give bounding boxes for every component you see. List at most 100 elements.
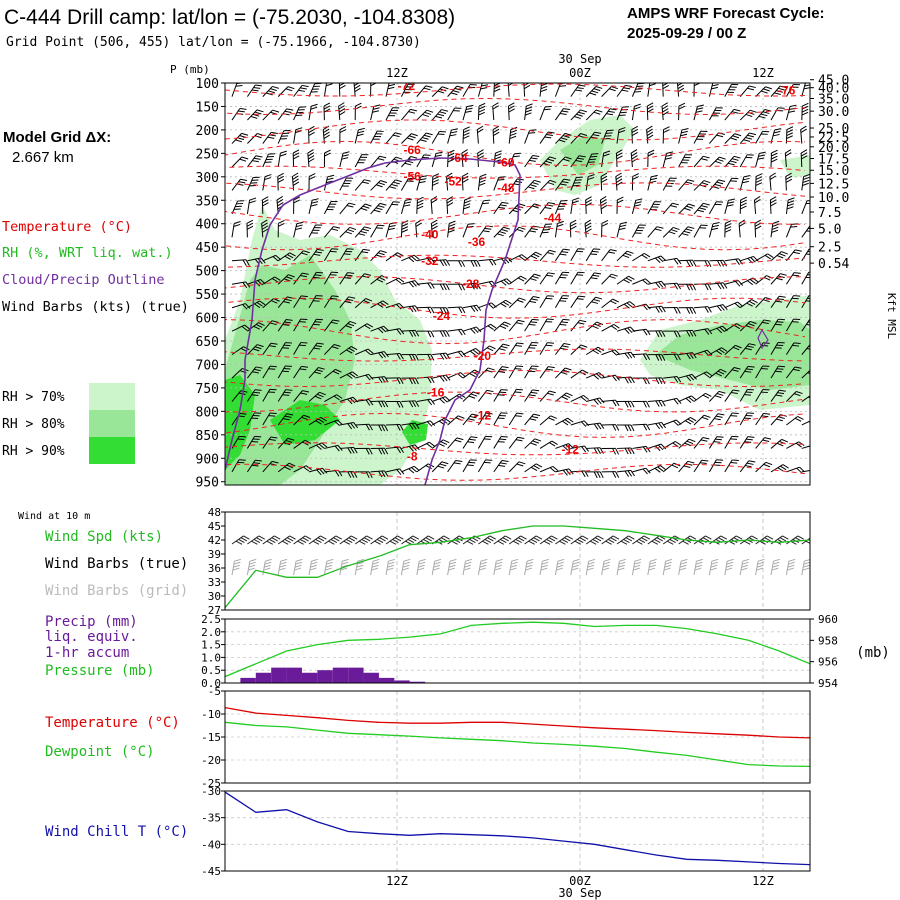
barb-shaft xyxy=(554,223,558,238)
pressure-tick-label: 900 xyxy=(196,452,219,467)
barb-feather xyxy=(617,199,624,204)
isotherm-label: -8 xyxy=(407,450,418,464)
barb-shaft xyxy=(401,254,415,262)
wind-barb xyxy=(400,177,416,191)
wind-barb xyxy=(724,367,741,379)
barb-shaft xyxy=(739,85,750,97)
barb-shaft xyxy=(647,201,655,215)
barb-feather xyxy=(585,222,592,227)
barb-shaft xyxy=(493,278,507,285)
barb-feather xyxy=(731,392,738,394)
wind-barb xyxy=(355,399,374,406)
barb-feather xyxy=(711,561,718,565)
barb-feather xyxy=(471,537,479,542)
barb-shaft xyxy=(293,295,302,308)
barb-feather xyxy=(375,207,383,211)
isotherm xyxy=(225,348,806,362)
barb-feather xyxy=(316,444,322,450)
barb-feather xyxy=(430,330,435,338)
barb-feather xyxy=(484,538,492,544)
barb-feather xyxy=(660,465,666,470)
barb-feather xyxy=(410,537,417,542)
barb-feather xyxy=(642,446,648,453)
wind-barb xyxy=(339,226,357,238)
barb-shaft xyxy=(354,179,365,191)
barb-feather xyxy=(559,540,566,545)
wind-barb xyxy=(524,342,539,355)
barb-feather xyxy=(611,375,617,382)
barb-feather xyxy=(464,197,472,201)
wind-barb xyxy=(632,445,651,453)
barb-feather xyxy=(660,443,667,450)
barb-shaft xyxy=(524,273,535,285)
barb-feather xyxy=(665,157,672,160)
barb-feather xyxy=(645,446,651,453)
barb-feather xyxy=(615,471,620,478)
barb-shaft xyxy=(601,561,605,576)
barb-feather xyxy=(631,155,638,160)
wind-barb xyxy=(755,275,773,285)
wind-barb xyxy=(432,307,450,314)
barb-feather xyxy=(411,330,417,337)
barb-feather xyxy=(548,537,556,542)
barb-feather xyxy=(253,391,261,394)
barb-feather xyxy=(326,177,334,181)
barb-feather xyxy=(725,220,732,224)
barb-shaft xyxy=(262,254,276,262)
barb-shaft xyxy=(554,248,564,262)
barb-feather xyxy=(515,344,523,347)
wind-barb xyxy=(370,155,387,168)
barb-feather xyxy=(747,323,755,327)
barb-shaft xyxy=(801,83,806,97)
barb-feather xyxy=(806,199,810,202)
barb-feather xyxy=(528,540,535,545)
barb-shaft xyxy=(446,199,449,214)
barb-feather xyxy=(399,424,404,431)
barb-feather xyxy=(277,178,285,183)
barb-feather xyxy=(547,131,555,134)
barb-feather xyxy=(796,467,802,474)
wind-barb xyxy=(385,107,400,121)
wind-barb xyxy=(755,319,771,332)
barb-feather xyxy=(294,567,302,571)
barb-feather xyxy=(645,401,650,408)
barb-feather xyxy=(706,371,713,377)
barb-shaft xyxy=(524,365,533,379)
barb-feather xyxy=(439,398,445,404)
barb-feather xyxy=(480,87,488,90)
barb-feather xyxy=(668,231,676,235)
barb-feather xyxy=(688,203,696,207)
barb-shaft xyxy=(785,84,794,97)
barb-feather xyxy=(364,179,371,182)
wind-barb xyxy=(693,224,708,238)
barb-feather xyxy=(411,354,416,361)
barb-feather xyxy=(374,540,381,545)
wind-barb xyxy=(770,365,786,379)
wind-barb xyxy=(801,199,810,215)
barb-feather xyxy=(564,156,572,160)
barb-feather xyxy=(301,252,308,256)
barb-shaft xyxy=(616,106,623,121)
height-axis-title: Kft MSL xyxy=(885,293,898,340)
barb-shaft xyxy=(801,561,805,576)
model-grid-label: Model Grid ΔX: xyxy=(3,129,111,146)
barb-feather xyxy=(531,415,539,419)
barb-feather xyxy=(278,219,285,224)
pressure-tick-label: 200 xyxy=(196,124,219,139)
barb-shaft xyxy=(570,109,581,121)
barb-feather xyxy=(460,350,466,357)
barb-feather xyxy=(622,106,630,108)
wind-barb xyxy=(662,177,677,191)
barb-shaft xyxy=(632,445,647,449)
barb-feather xyxy=(251,89,259,92)
barb-shaft xyxy=(431,417,445,426)
barb-shaft xyxy=(493,412,502,426)
rh-area-70-top xyxy=(780,155,810,178)
barb-feather xyxy=(252,176,260,179)
barb-shaft xyxy=(354,154,363,168)
barb-feather xyxy=(680,558,688,562)
barb-feather xyxy=(747,134,755,138)
barb-feather xyxy=(797,416,804,420)
wind-barb xyxy=(524,318,539,332)
barb-feather xyxy=(316,369,323,372)
